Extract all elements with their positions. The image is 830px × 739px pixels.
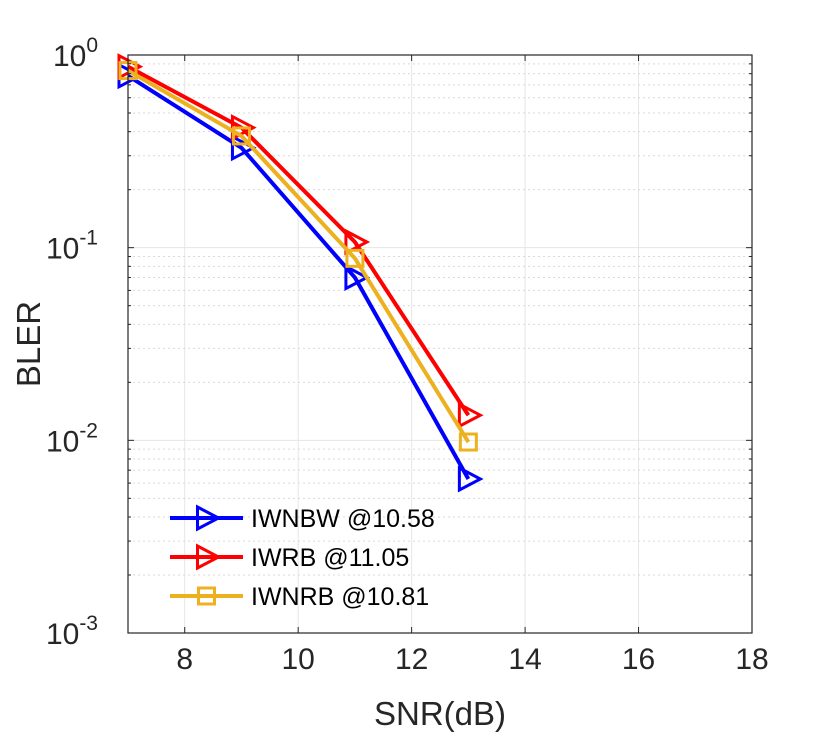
y-tick-label: 10-1 <box>46 227 98 266</box>
x-tick-label: 10 <box>281 643 314 676</box>
x-tick-label: 8 <box>176 643 193 676</box>
data-point <box>458 432 478 452</box>
series-line <box>127 64 471 417</box>
ticks: 8 10 12 14 16 18 10-3 10-2 10-1 100 <box>46 34 769 676</box>
x-tick-label: 18 <box>735 643 768 676</box>
y-tick-label: 10-2 <box>46 419 98 458</box>
data-point <box>344 228 371 256</box>
legend-marker <box>197 586 216 606</box>
legend-marker <box>196 543 222 571</box>
series-line <box>126 74 471 480</box>
y-tick-label: 10-3 <box>46 612 98 651</box>
plot-frame <box>127 54 753 634</box>
legend: IWNBW @10.58 IWRB @11.05 IWNRB @10.81 <box>170 504 435 611</box>
x-tick-label: 16 <box>622 643 655 676</box>
x-tick-label: 14 <box>508 643 541 676</box>
legend-label: IWNRB @10.81 <box>251 583 429 611</box>
data-point <box>345 248 365 268</box>
data-point <box>457 465 484 493</box>
y-axis-label: BLER <box>10 301 47 387</box>
data-point <box>230 134 257 162</box>
y-tick-label: 100 <box>53 34 98 73</box>
x-axis-label: SNR(dB) <box>374 695 506 732</box>
legend-marker <box>196 504 222 532</box>
legend-label: IWNBW @10.58 <box>251 505 435 533</box>
plot-background <box>128 55 752 633</box>
data-point <box>457 401 484 429</box>
data-point <box>231 126 251 146</box>
legend-label: IWRB @11.05 <box>251 544 409 572</box>
data-point <box>344 264 371 291</box>
series-line <box>127 68 471 444</box>
x-tick-label: 12 <box>395 643 428 676</box>
